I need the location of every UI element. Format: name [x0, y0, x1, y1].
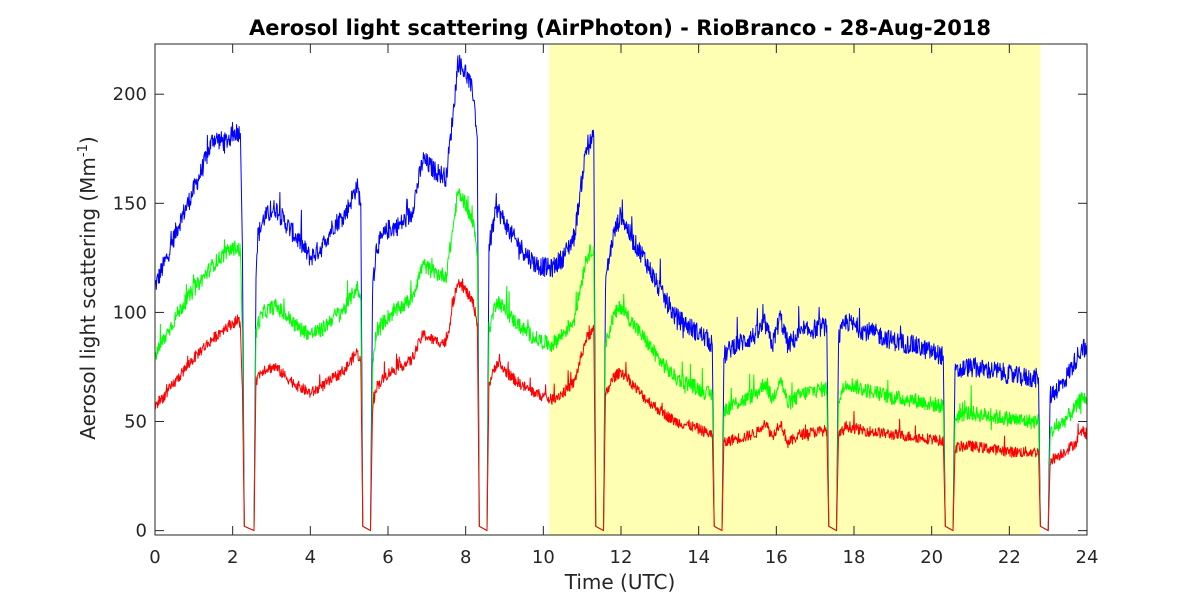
- x-tick-label: 6: [382, 547, 393, 568]
- y-tick-label: 200: [113, 84, 147, 105]
- y-axis-label-exponent: -1: [76, 144, 91, 157]
- chart-title: Aerosol light scattering (AirPhoton) - R…: [249, 16, 991, 40]
- x-tick-label: 0: [149, 547, 160, 568]
- series-line-3: [154, 278, 1088, 532]
- x-tick-label: 12: [610, 547, 633, 568]
- x-tick-label: 18: [843, 547, 866, 568]
- x-tick-label: 10: [532, 547, 555, 568]
- y-tick-label: 150: [113, 193, 147, 214]
- x-tick-label: 2: [227, 547, 238, 568]
- y-tick-label: 0: [136, 521, 147, 542]
- y-axis-label-main: Aerosol light scattering (Mm: [76, 157, 100, 440]
- y-axis-label: Aerosol light scattering (Mm-1): [76, 136, 100, 439]
- x-tick-label: 20: [920, 547, 943, 568]
- y-tick-label: 100: [113, 302, 147, 323]
- daytime-highlight-layer: [549, 44, 1041, 535]
- daytime-highlight: [549, 44, 1041, 535]
- series-layer: [154, 54, 1088, 532]
- x-tick-label: 8: [460, 547, 471, 568]
- x-axis-label: Time (UTC): [564, 570, 676, 594]
- x-tick-label: 14: [687, 547, 710, 568]
- x-tick-label: 22: [998, 547, 1021, 568]
- y-axis-label-close: ): [76, 136, 100, 144]
- x-tick-label: 16: [765, 547, 788, 568]
- x-tick-label: 4: [305, 547, 316, 568]
- y-tick-label: 50: [124, 412, 147, 433]
- series-line-1: [154, 54, 1088, 532]
- x-tick-label: 24: [1076, 547, 1099, 568]
- series-line-2: [154, 188, 1088, 532]
